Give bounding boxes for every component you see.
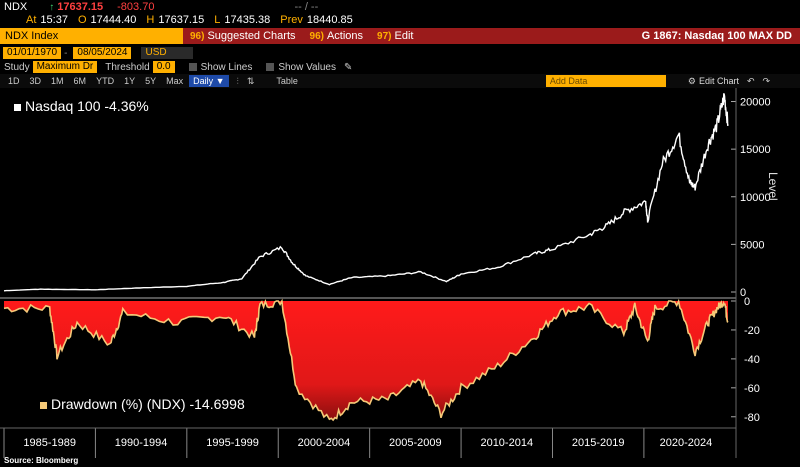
frequency-select[interactable]: Daily ▼ (189, 75, 229, 87)
source-note: Source: Bloomberg (4, 456, 79, 465)
prev-value: 18440.85 (306, 14, 353, 26)
period-1y[interactable]: 1Y (124, 76, 136, 86)
x-axis-label: 1995-1999 (206, 437, 259, 449)
lower-tick-label: -80 (744, 412, 760, 424)
ticker-symbol: NDX (4, 1, 28, 13)
x-axis-label: 2010-2014 (480, 437, 534, 449)
currency-select[interactable]: USD (141, 47, 194, 59)
prev-label: Prev (280, 14, 303, 26)
period-6m[interactable]: 6M (73, 76, 87, 86)
study-label: Study (4, 61, 30, 73)
candlestick-icon[interactable]: ⫶ (236, 75, 239, 86)
bid-ask: -- / -- (294, 1, 319, 13)
x-axis-label: 1990-1994 (114, 437, 168, 449)
study-row: Study Maximum Dr Threshold 0.0 Show Line… (0, 60, 800, 74)
x-axis-label: 2015-2019 (571, 437, 625, 449)
period-1m[interactable]: 1M (51, 76, 64, 86)
show-lines-label: Show Lines (200, 61, 253, 73)
end-date-field[interactable]: 08/05/2024 (73, 47, 132, 59)
redo-icon[interactable]: ↷ (762, 75, 771, 86)
threshold-label: Threshold (105, 61, 150, 73)
legend-swatch (14, 103, 21, 111)
y-axis: 20000 15000 10000 5000 00 -20 -40 -60 -80 (731, 88, 771, 458)
lower-tick-label: 0 (744, 296, 750, 308)
upper-tick-label: 20000 (740, 97, 771, 109)
drawdown-area (4, 301, 728, 420)
chart-settings-icon[interactable]: ⚙ (687, 75, 696, 86)
legend-swatch (40, 401, 47, 409)
lower-tick-label: -20 (744, 325, 760, 337)
lower-tick-label: -60 (744, 383, 760, 395)
suggested-charts-button[interactable]: 96) Suggested Charts (190, 30, 296, 42)
period-max[interactable]: Max (166, 76, 184, 86)
x-axis-label: 2005-2009 (389, 437, 442, 449)
table-button[interactable]: Table (276, 76, 298, 86)
date-range-row: 01/01/1970 - 08/05/2024 USD (0, 46, 800, 60)
start-date-field[interactable]: 01/01/1970 (3, 47, 62, 59)
net-change: -803.70 (117, 1, 155, 13)
upper-tick-label: 10000 (740, 192, 771, 204)
security-field[interactable]: NDX Index (0, 28, 183, 44)
show-lines-checkbox[interactable] (188, 63, 197, 71)
low-label: L (214, 14, 221, 26)
up-arrow-icon: ↑ (49, 1, 55, 13)
legend-nasdaq: Nasdaq 100 -4.36% (8, 96, 155, 118)
low-value: 17435.38 (224, 14, 271, 26)
quote-bar: NDX ↑ 17637.15 -803.70 -- / -- (0, 0, 800, 14)
high-label: H (146, 14, 155, 26)
legend-drawdown: Drawdown (%) (NDX) -14.6998 (34, 394, 251, 416)
edit-button[interactable]: 97) Edit (377, 30, 414, 42)
at-time: 15:37 (40, 14, 68, 26)
x-axis-label: 2020-2024 (659, 437, 713, 449)
period-3d[interactable]: 3D (29, 76, 42, 86)
drawdown-panel (3, 298, 729, 422)
action-bar: 96) Suggested Charts 96) Actions 97) Edit G… (183, 28, 800, 44)
legend-drawdown-label: Drawdown (%) (NDX) -14.6998 (51, 396, 245, 412)
x-axis-label: 2000-2004 (297, 437, 351, 449)
x-axis-label: 1985-1989 (23, 437, 76, 449)
lower-tick-label: -40 (744, 354, 760, 366)
show-values-checkbox[interactable] (266, 63, 275, 71)
x-axis-gridlines (0, 427, 736, 458)
open-label: O (77, 14, 87, 26)
upper-tick-label: 5000 (740, 239, 764, 251)
actions-button[interactable]: 96) Actions (309, 30, 364, 42)
period-toolbar: 1D 3D 1M 6M YTD 1Y 5Y Max Daily ▼ ⫶ ⇅ Ta… (0, 74, 800, 88)
ohlc-bar: At 15:37 O 17444.40 H 17637.15 L 17435.3… (0, 13, 800, 27)
pencil-icon[interactable]: ✎ (343, 61, 353, 73)
command-bar: NDX Index 96) Suggested Charts 96) Actions… (0, 28, 800, 44)
study-select[interactable]: Maximum Dr (32, 61, 98, 73)
undo-icon[interactable]: ↶ (746, 75, 755, 86)
open-value: 17444.40 (90, 14, 137, 26)
at-label: At (26, 14, 37, 26)
level-panel (3, 93, 729, 292)
high-value: 17637.15 (158, 14, 205, 26)
date-separator: - (64, 47, 68, 59)
show-values-label: Show Values (278, 61, 336, 73)
upper-tick-label: 0 (740, 287, 746, 299)
chart-title: G 1867: Nasdaq 100 MAX DD (641, 30, 792, 42)
period-ytd[interactable]: YTD (96, 76, 115, 86)
chart-canvas: 20000 15000 10000 5000 00 -20 -40 -60 -80 (0, 88, 771, 458)
level-axis-label: Level (766, 172, 780, 201)
period-1d[interactable]: 1D (8, 76, 20, 86)
threshold-field[interactable]: 0.0 (152, 61, 175, 73)
upper-tick-label: 15000 (740, 144, 771, 156)
level-line (3, 93, 729, 292)
legend-nasdaq-label: Nasdaq 100 -4.36% (25, 98, 149, 114)
drawdown-line (3, 298, 729, 422)
last-price: 17637.15 (57, 1, 104, 13)
add-data-field[interactable]: Add Data (545, 75, 666, 87)
period-5y[interactable]: 5Y (145, 76, 157, 86)
edit-chart-button[interactable]: Edit Chart (698, 76, 739, 86)
sort-icon[interactable]: ⇅ (246, 75, 255, 86)
